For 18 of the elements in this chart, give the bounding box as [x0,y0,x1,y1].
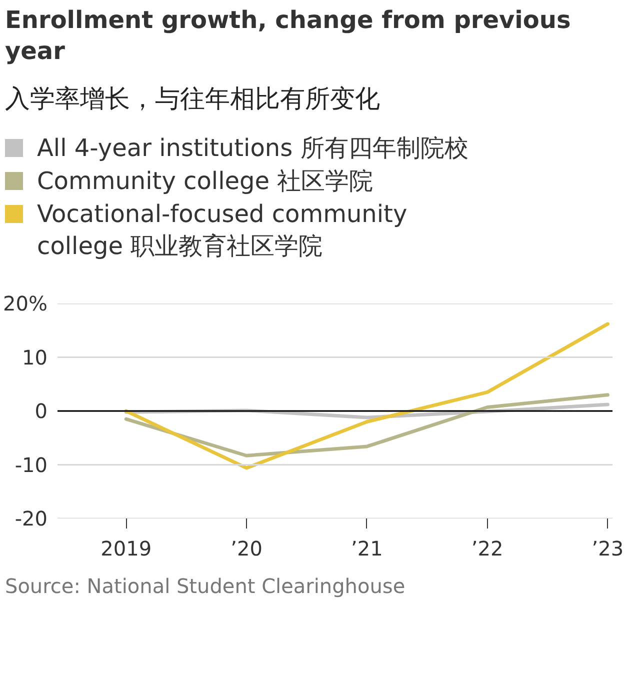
y-tick-label: -20 [14,506,48,530]
chart-subtitle: 入学率增长，与往年相比有所变化 [5,83,380,116]
x-tick-label: ’20 [230,536,262,560]
y-tick-label: 10 [22,345,48,370]
y-tick-label: 20% [3,291,48,316]
x-tick-label: 2019 [100,536,152,560]
source-note: Source: National Student Clearinghouse [5,572,406,600]
line-series [124,392,610,458]
x-tick-label: ’23 [592,536,624,560]
chart-title: Enrollment growth, change from previous year [5,5,572,68]
y-tick-label: 0 [34,398,48,423]
legend-label: Vocational-focused community college 职业教育社区学院 [37,199,408,262]
legend-label: Community college 社区学院 [37,166,374,198]
y-tick-label: -10 [14,452,48,477]
line-series [124,322,610,470]
x-tick-label: ’22 [471,536,504,560]
legend-label: All 4-year institutions 所有四年制院校 [37,133,470,164]
x-tick-label: ’21 [351,536,383,560]
